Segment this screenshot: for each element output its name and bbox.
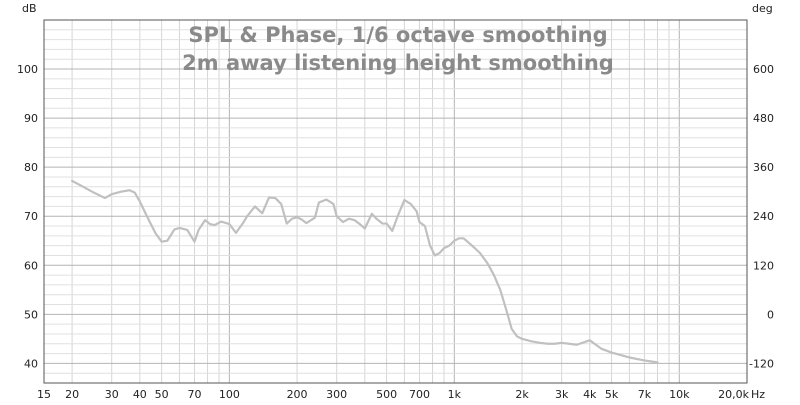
x-tick-label: 700 bbox=[409, 388, 430, 401]
x-tick-label: 7k bbox=[638, 388, 652, 401]
y2-axis-unit-label: deg bbox=[752, 2, 773, 15]
tick-labels: 40 50 60 70 80 90 100 -120 0 120 240 360 480 600 15 20 3… bbox=[17, 63, 774, 401]
y2-tick-label: 480 bbox=[753, 112, 774, 125]
x-tick-label: 15 bbox=[37, 388, 51, 401]
x-tick-label: 70 bbox=[188, 388, 202, 401]
x-tick-label: 3k bbox=[555, 388, 569, 401]
x-tick-label: 300 bbox=[326, 388, 347, 401]
x-tick-label: 2k bbox=[515, 388, 529, 401]
x-tick-label: 1k bbox=[448, 388, 462, 401]
y2-tick-label: 600 bbox=[753, 63, 774, 76]
x-tick-label: 5k bbox=[605, 388, 619, 401]
x-tick-label: 200 bbox=[287, 388, 308, 401]
spl-series-line bbox=[71, 179, 659, 364]
chart-title: SPL & Phase, 1/6 octave smoothing bbox=[188, 23, 607, 47]
x-tick-label: 10k bbox=[669, 388, 690, 401]
y-tick-label: 90 bbox=[24, 112, 38, 125]
x-tick-label: 500 bbox=[376, 388, 397, 401]
x-tick-label: 4k bbox=[583, 388, 597, 401]
y-tick-label: 60 bbox=[24, 259, 38, 272]
x-tick-label: 100 bbox=[219, 388, 240, 401]
grid bbox=[44, 20, 747, 384]
x-tick-label: 30 bbox=[105, 388, 119, 401]
y2-tick-label: 240 bbox=[753, 210, 774, 223]
y2-tick-label: 360 bbox=[753, 161, 774, 174]
y2-tick-label: 120 bbox=[753, 259, 774, 272]
y-tick-label: 70 bbox=[24, 210, 38, 223]
y-tick-label: 100 bbox=[17, 63, 38, 76]
chart-subtitle: 2m away listening height smoothing bbox=[182, 51, 614, 75]
y-tick-label: 80 bbox=[24, 161, 38, 174]
series-layer bbox=[71, 179, 659, 364]
y-tick-label: 50 bbox=[24, 308, 38, 321]
x-tick-label: 50 bbox=[155, 388, 169, 401]
y2-tick-label: -120 bbox=[749, 357, 774, 370]
x-axis-unit-label: Hz bbox=[751, 388, 765, 401]
x-tick-label: 40 bbox=[133, 388, 147, 401]
y2-tick-label: 0 bbox=[767, 308, 774, 321]
plot-frame bbox=[43, 19, 748, 384]
y-tick-label: 40 bbox=[24, 357, 38, 370]
x-tick-label: 20 bbox=[65, 388, 79, 401]
y-axis-unit-label: dB bbox=[22, 2, 37, 15]
x-tick-label: 20,0k bbox=[718, 388, 749, 401]
